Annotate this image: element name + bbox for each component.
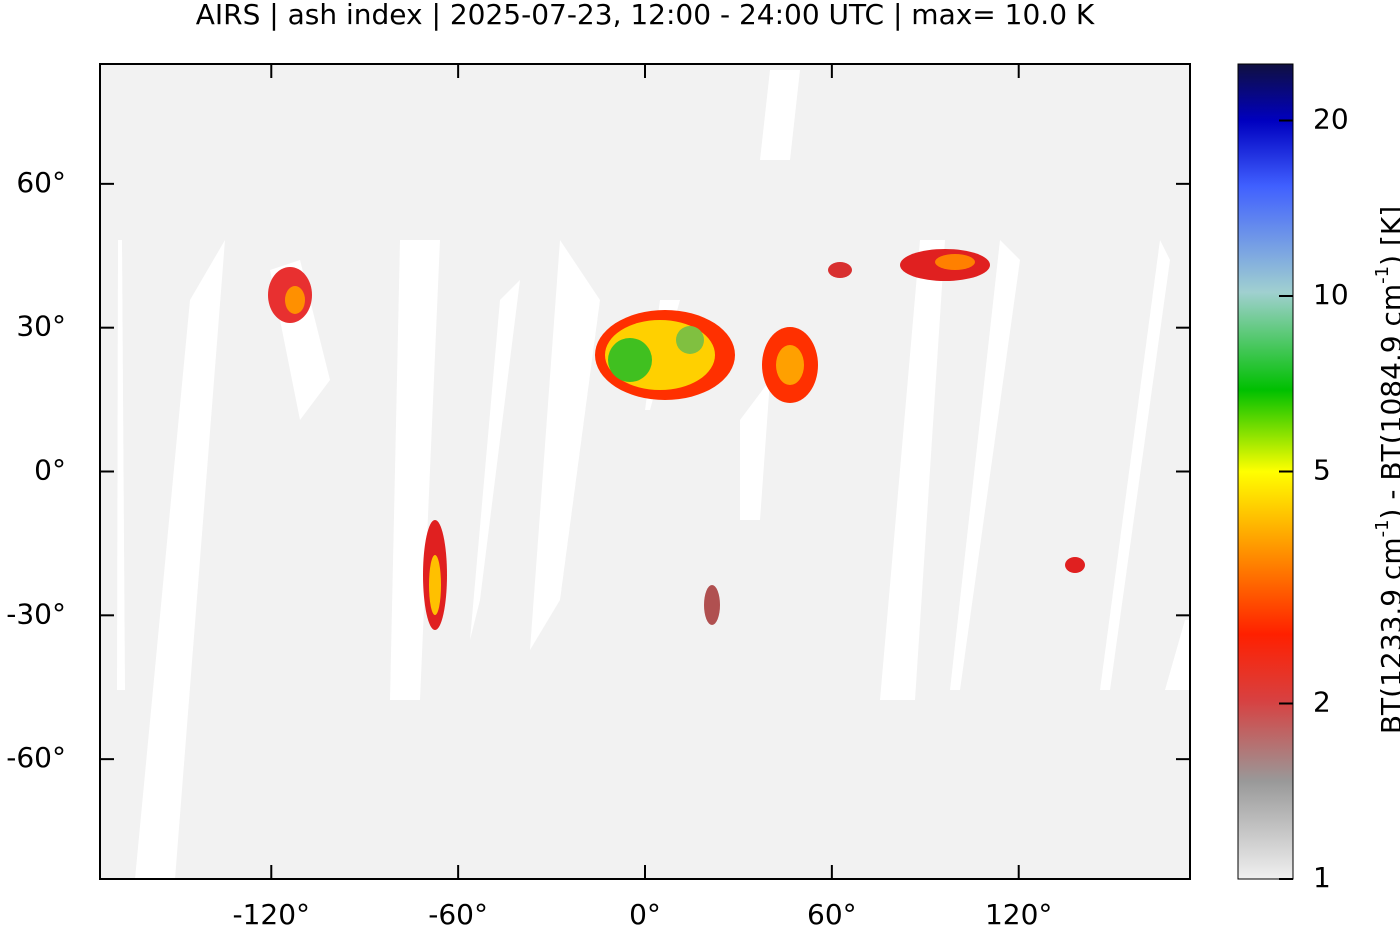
x-tick-label: -120° bbox=[233, 898, 311, 930]
label-part: ) [K] bbox=[1375, 206, 1400, 266]
x-tick-label: 120° bbox=[985, 898, 1052, 930]
colorbar-tick-label: 20 bbox=[1313, 102, 1349, 135]
label-part: BT(1233.9 cm bbox=[1375, 537, 1400, 734]
y-tick-label: -60° bbox=[6, 741, 66, 774]
x-tick-label: -60° bbox=[428, 898, 488, 930]
title: AIRS | ash index | 2025-07-23, 12:00 - 2… bbox=[196, 0, 1095, 31]
label-sup: -1 bbox=[1372, 266, 1393, 284]
colorbar-tick-label: 10 bbox=[1313, 278, 1349, 311]
map-background bbox=[100, 64, 1190, 879]
colorbar-label: BT(1233.9 cm-1) - BT(1084.9 cm-1) [K] bbox=[1372, 206, 1400, 734]
y-tick-label: 0° bbox=[34, 454, 66, 487]
y-tick-label: 30° bbox=[16, 310, 66, 343]
x-tick-label: 60° bbox=[807, 898, 857, 930]
y-tick-label: 60° bbox=[16, 166, 66, 199]
map-area bbox=[99, 63, 1191, 880]
swath-gaps bbox=[117, 70, 1190, 879]
ash-regions bbox=[268, 249, 1085, 630]
x-tick-label: 0° bbox=[629, 898, 661, 930]
colorbar-tick-label: 2 bbox=[1313, 685, 1331, 718]
y-tick-label: -30° bbox=[6, 597, 66, 630]
colorbar-tick-label: 1 bbox=[1313, 861, 1331, 894]
colorbar-tick-label: 5 bbox=[1313, 454, 1331, 487]
label-part: ) - BT(1084.9 cm bbox=[1375, 284, 1400, 520]
label-sup: -1 bbox=[1372, 519, 1393, 537]
